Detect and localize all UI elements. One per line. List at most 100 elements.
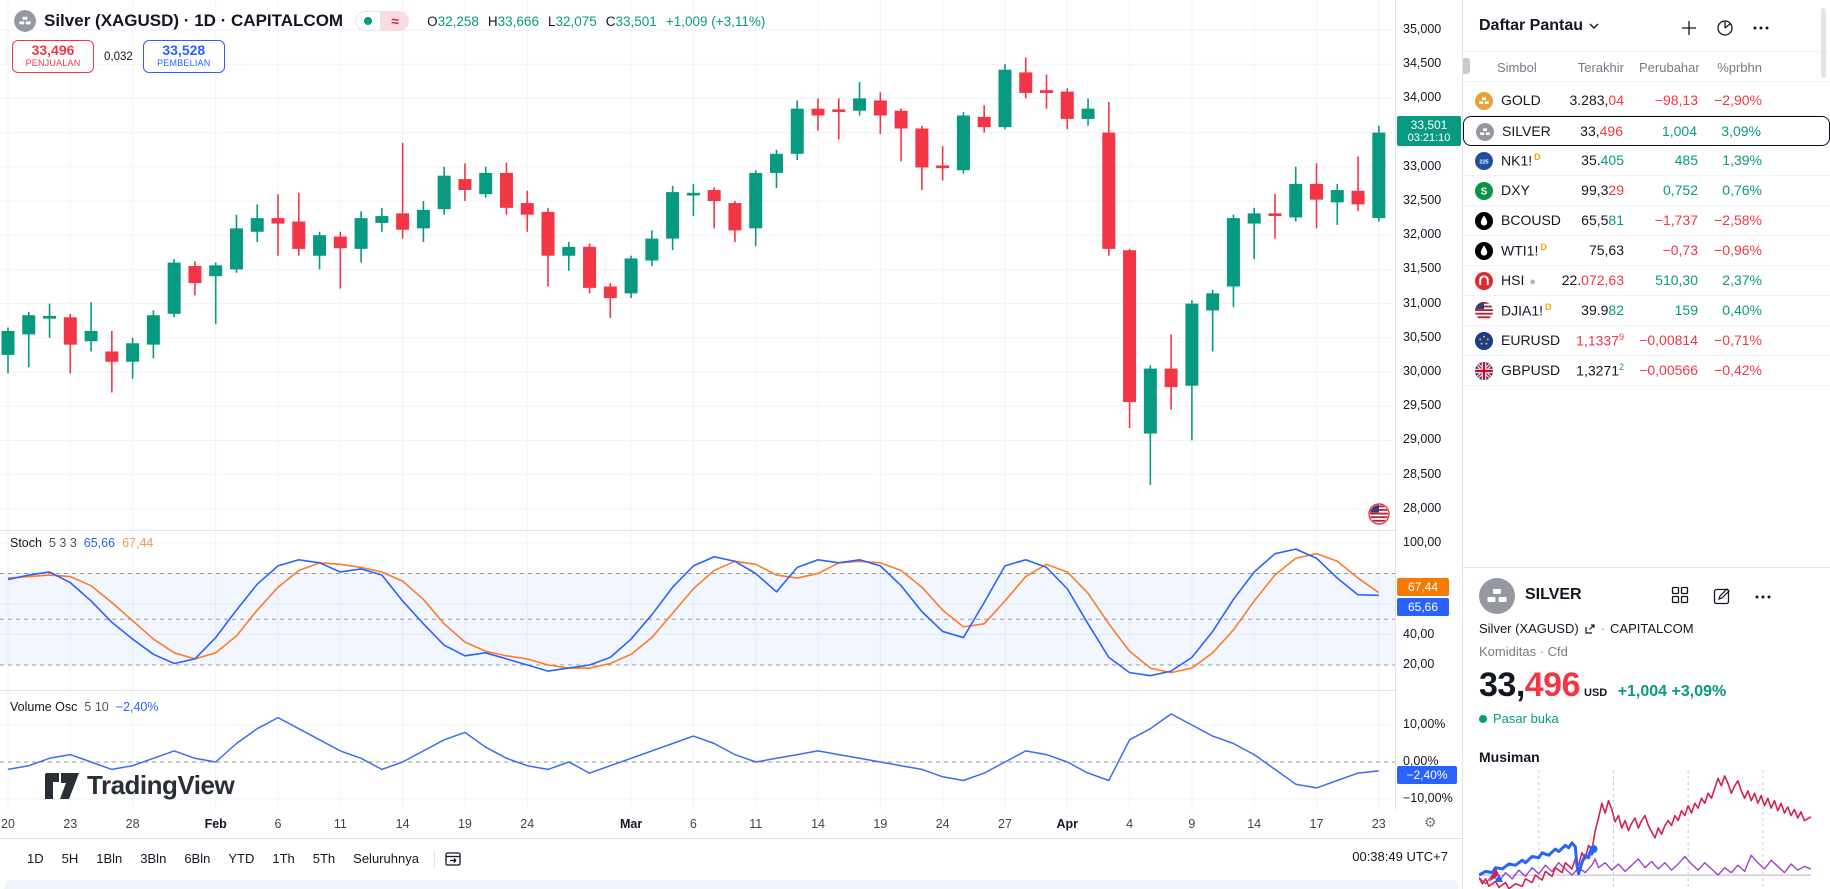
range-button-1th[interactable]: 1Th — [272, 851, 295, 866]
time-axis-tick: 6 — [689, 817, 697, 831]
clock[interactable]: 00:38:49 UTC+7 — [1352, 849, 1448, 864]
detail-more-button[interactable] — [1755, 586, 1775, 606]
pane-separator[interactable] — [0, 530, 1462, 531]
range-button-1d[interactable]: 1D — [27, 851, 44, 866]
symbol-icon: S — [1475, 182, 1493, 200]
watchlist-row-bcousd[interactable]: BCOUSD 65,581 −1,737 −2,58% — [1463, 206, 1830, 236]
change-value: 485 — [1674, 152, 1698, 168]
watchlist-row-gbpusd[interactable]: GBPUSD 1,32712 −0,00566 −0,42% — [1463, 356, 1830, 386]
watchlist-row-wti1[interactable]: WTI1! D 75,63 −0,73 −0,96% — [1463, 236, 1830, 266]
tradingview-logo[interactable]: TradingView — [45, 770, 235, 801]
time-axis-tick: 11 — [749, 817, 763, 831]
watchlist-row-djia1[interactable]: DJIA1! D 39.982 159 0,40% — [1463, 296, 1830, 326]
range-button-6bln[interactable]: 6Bln — [184, 851, 211, 866]
collapsed-bottom-panel[interactable] — [4, 880, 1458, 889]
volume-osc-tag: −2,40% — [1397, 766, 1457, 784]
silver-coin-icon — [14, 10, 36, 32]
layout-grid-icon[interactable] — [1671, 586, 1691, 606]
symbol-header: Silver (XAGUSD) · 1D · CAPITALCOM ≈ O32,… — [14, 8, 765, 34]
price-axis[interactable]: 35,000 34,500 34,000 33,000 32,500 32,000 31,5… — [1395, 0, 1462, 810]
volume-osc-legend[interactable]: Volume Osc 5 10 −2,40% — [10, 700, 159, 714]
tradingview-glyph-icon — [45, 772, 79, 799]
last-price-tag: 33,501 03:21:10 — [1397, 116, 1461, 146]
price-axis-label: 34,500 — [1403, 56, 1442, 71]
pane-separator[interactable] — [0, 690, 1462, 691]
stoch-d-tag: 67,44 — [1397, 578, 1449, 596]
time-axis-tick: Feb — [204, 817, 227, 831]
symbol-title[interactable]: Silver (XAGUSD) · 1D · CAPITALCOM — [44, 11, 344, 30]
time-axis-tick: 24 — [520, 817, 535, 831]
watchlist-row-gold[interactable]: GOLD 3.283,04 −98,13 −2,90% — [1463, 86, 1830, 116]
symbol-icon — [1475, 242, 1493, 260]
symbol-name: WTI1! D — [1501, 242, 1547, 259]
time-axis-tick: 4 — [1126, 817, 1134, 831]
scrollbar[interactable] — [1821, 8, 1826, 78]
last-price: 33,496 — [1580, 123, 1623, 139]
time-axis-tick: 6 — [274, 817, 282, 831]
detail-change-abs: +1,004 — [1617, 683, 1668, 700]
market-status-pill[interactable] — [355, 11, 382, 31]
time-axis-tick: 14 — [811, 817, 825, 831]
close-value: 33,501 — [615, 13, 657, 29]
symbol-name: GBPUSD — [1501, 362, 1561, 378]
symbol-name: BCOUSD — [1501, 212, 1561, 228]
watchlist-row-eurusd[interactable]: EURUSD 1,13379 −0,00814 −0,71% — [1463, 326, 1830, 356]
open-value: 32,258 — [437, 13, 479, 29]
last-price: 65,581 — [1581, 212, 1624, 228]
fractional-digit: 2 — [1618, 362, 1624, 372]
chart-canvas[interactable] — [0, 0, 1395, 810]
time-axis-tick: 17 — [1309, 817, 1324, 831]
last-price: 39.982 — [1581, 302, 1624, 318]
watchlist-row-dxy[interactable]: S DXY 99,329 0,752 0,76% — [1463, 176, 1830, 206]
change-value: 0,752 — [1662, 182, 1698, 198]
symbol-name: DXY — [1501, 182, 1530, 198]
range-button-1bln[interactable]: 1Bln — [96, 851, 123, 866]
stoch-axis-label: 40,00 — [1403, 626, 1435, 641]
price-axis-label: 33,000 — [1403, 158, 1442, 173]
time-axis-tick: 14 — [395, 817, 410, 831]
price-axis-label: 34,000 — [1403, 90, 1442, 105]
range-button-5th[interactable]: 5Th — [312, 851, 336, 866]
edit-note-icon[interactable] — [1713, 586, 1733, 606]
range-button-5h[interactable]: 5H — [61, 851, 79, 866]
range-button-seluruhnya[interactable]: Seluruhnya — [353, 851, 419, 866]
time-axis[interactable]: 20 23 28 Feb 6 11 14 19 24 Mar 6 11 14 19 24 27 Apr 4 9 14 1… — [0, 810, 1462, 838]
detail-meta: Komiditas · Cfd — [1479, 644, 1568, 659]
add-symbol-button[interactable] — [1679, 18, 1699, 38]
price-axis-label: 31,500 — [1403, 261, 1442, 276]
last-price: 3.283,04 — [1569, 92, 1624, 108]
time-axis-tick: 14 — [1247, 817, 1262, 831]
range-button-ytd[interactable]: YTD — [228, 851, 255, 866]
time-axis-tick: 20 — [1, 817, 15, 831]
axis-settings-gear-icon[interactable]: ⚙ — [1424, 814, 1437, 830]
stoch-k-tag: 65,66 — [1397, 598, 1449, 616]
watchlist-row-hsi[interactable]: HSI ● 22.072,63 510,30 2,37% — [1463, 266, 1830, 296]
sell-button[interactable]: 33,496 PENJUALAN — [12, 40, 94, 73]
watchlist-sections-icon[interactable] — [1715, 18, 1735, 38]
buy-button[interactable]: 33,528 PEMBELIAN — [142, 40, 225, 73]
stoch-axis-label: 20,00 — [1403, 657, 1435, 671]
floating-widget-icon[interactable] — [1487, 866, 1505, 884]
external-link-icon[interactable] — [1584, 623, 1596, 635]
approx-data-pill[interactable]: ≈ — [381, 11, 410, 31]
watchlist-title[interactable]: Daftar Pantau — [1479, 17, 1599, 35]
change-percent: 3,09% — [1721, 123, 1761, 139]
watchlist-row-silver[interactable]: SILVER 33,496 1,004 3,09% — [1463, 116, 1830, 146]
watchlist-column-header[interactable]: Simbol Terakhir Perubahan %prbhn — [1463, 52, 1830, 82]
seasonal-mini-chart[interactable] — [1479, 766, 1811, 889]
detail-symbol-name[interactable]: Silver (XAGUSD) — [1479, 621, 1579, 636]
go-to-date-icon[interactable] — [443, 849, 463, 869]
last-price: 99,329 — [1581, 182, 1624, 198]
change-value: −0,73 — [1662, 242, 1698, 258]
range-button-3bln[interactable]: 3Bln — [140, 851, 167, 866]
stoch-legend[interactable]: Stoch 5 3 3 65,66 67,44 — [10, 536, 154, 550]
watchlist-more-button[interactable] — [1751, 18, 1771, 38]
economic-event-flag-icon[interactable] — [1368, 503, 1390, 525]
stoch-k-value: 65,66 — [83, 536, 116, 550]
svg-text:S: S — [1481, 187, 1488, 198]
time-axis-tick: 23 — [1371, 817, 1386, 831]
watchlist-row-nk1[interactable]: 225 NK1! D 35.405 485 1,39% — [1463, 146, 1830, 176]
time-axis-tick: 23 — [63, 817, 78, 831]
symbol-name: DJIA1! D — [1501, 302, 1552, 319]
symbol-icon — [1475, 212, 1493, 230]
